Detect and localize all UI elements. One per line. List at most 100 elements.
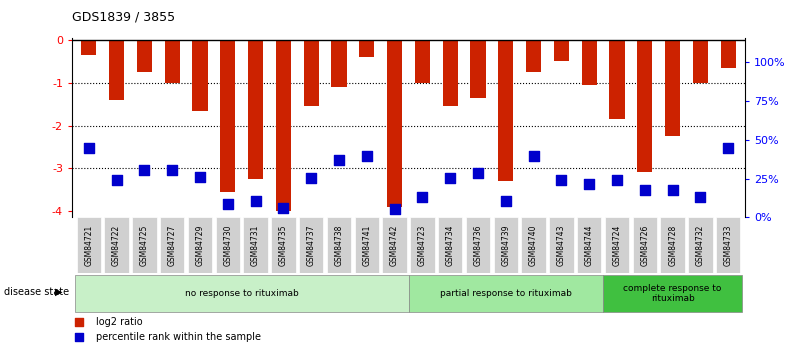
Bar (164, 40, 180, 83)
FancyBboxPatch shape (244, 217, 268, 273)
Bar (443, 40, 458, 106)
Bar (109, 40, 124, 100)
Point (166, 167, 179, 173)
Text: ▶: ▶ (55, 287, 62, 296)
Text: GSM84743: GSM84743 (557, 224, 566, 266)
Bar (610, 40, 625, 119)
FancyBboxPatch shape (521, 217, 545, 273)
FancyBboxPatch shape (410, 217, 435, 273)
Point (277, 205, 290, 210)
Text: GSM84733: GSM84733 (724, 224, 733, 266)
Bar (220, 40, 235, 192)
Bar (415, 40, 430, 83)
Text: disease state: disease state (4, 287, 69, 296)
Point (194, 174, 207, 179)
FancyBboxPatch shape (660, 217, 685, 273)
Text: GSM84722: GSM84722 (112, 224, 121, 266)
FancyBboxPatch shape (716, 217, 740, 273)
Text: GSM84736: GSM84736 (473, 224, 482, 266)
FancyBboxPatch shape (382, 217, 407, 273)
FancyBboxPatch shape (187, 217, 212, 273)
Point (360, 154, 373, 159)
Text: GSM84724: GSM84724 (613, 224, 622, 266)
Bar (553, 40, 569, 61)
Point (444, 176, 457, 181)
Bar (81, 40, 96, 55)
Point (111, 177, 123, 183)
Text: GSM84725: GSM84725 (140, 224, 149, 266)
Bar (276, 40, 291, 211)
FancyBboxPatch shape (409, 275, 603, 312)
FancyBboxPatch shape (688, 217, 713, 273)
Bar (359, 40, 374, 57)
FancyBboxPatch shape (160, 217, 184, 273)
Point (638, 188, 651, 193)
Bar (665, 40, 680, 136)
Bar (248, 40, 264, 179)
Point (388, 206, 401, 212)
Point (499, 198, 512, 204)
Point (527, 154, 540, 159)
FancyBboxPatch shape (603, 275, 743, 312)
Text: GSM84734: GSM84734 (445, 224, 455, 266)
Point (332, 157, 345, 162)
Bar (387, 40, 402, 207)
Text: percentile rank within the sample: percentile rank within the sample (95, 332, 260, 342)
Point (221, 201, 234, 207)
Point (666, 188, 679, 193)
Text: GSM84735: GSM84735 (279, 224, 288, 266)
FancyBboxPatch shape (132, 217, 157, 273)
FancyBboxPatch shape (633, 217, 657, 273)
Text: GDS1839 / 3855: GDS1839 / 3855 (72, 10, 175, 23)
Text: log2 ratio: log2 ratio (95, 317, 143, 327)
Text: GSM84738: GSM84738 (335, 224, 344, 266)
Point (416, 195, 429, 200)
Text: GSM84739: GSM84739 (501, 224, 510, 266)
Point (694, 195, 706, 200)
Bar (192, 40, 207, 110)
FancyBboxPatch shape (74, 275, 409, 312)
Bar (470, 40, 485, 98)
Point (722, 145, 735, 150)
Text: GSM84742: GSM84742 (390, 224, 399, 266)
Text: GSM84731: GSM84731 (251, 224, 260, 266)
Point (305, 176, 318, 181)
Text: GSM84721: GSM84721 (84, 224, 93, 266)
Point (83, 145, 95, 150)
Text: GSM84732: GSM84732 (696, 224, 705, 266)
Text: no response to rituximab: no response to rituximab (185, 289, 299, 298)
Text: GSM84727: GSM84727 (167, 224, 177, 266)
Point (583, 181, 596, 186)
Bar (582, 40, 597, 85)
FancyBboxPatch shape (327, 217, 351, 273)
Point (472, 170, 485, 176)
Text: partial response to rituximab: partial response to rituximab (440, 289, 572, 298)
FancyBboxPatch shape (493, 217, 518, 273)
Text: GSM84740: GSM84740 (529, 224, 538, 266)
Bar (498, 40, 513, 181)
Text: GSM84726: GSM84726 (640, 224, 650, 266)
Point (463, 256, 476, 262)
Point (555, 177, 568, 183)
Bar (137, 40, 152, 72)
Point (138, 167, 151, 173)
FancyBboxPatch shape (77, 217, 101, 273)
FancyBboxPatch shape (577, 217, 602, 273)
Bar (721, 40, 736, 68)
FancyBboxPatch shape (549, 217, 574, 273)
Text: GSM84729: GSM84729 (195, 224, 204, 266)
FancyBboxPatch shape (215, 217, 240, 273)
FancyBboxPatch shape (466, 217, 490, 273)
Text: GSM84728: GSM84728 (668, 224, 677, 266)
Bar (526, 40, 541, 72)
FancyBboxPatch shape (605, 217, 630, 273)
FancyBboxPatch shape (299, 217, 324, 273)
FancyBboxPatch shape (272, 217, 296, 273)
Text: GSM84730: GSM84730 (223, 224, 232, 266)
Bar (304, 40, 319, 106)
Text: GSM84744: GSM84744 (585, 224, 594, 266)
Text: GSM84723: GSM84723 (418, 224, 427, 266)
Bar (332, 40, 347, 87)
FancyBboxPatch shape (104, 217, 129, 273)
Point (463, 115, 476, 120)
